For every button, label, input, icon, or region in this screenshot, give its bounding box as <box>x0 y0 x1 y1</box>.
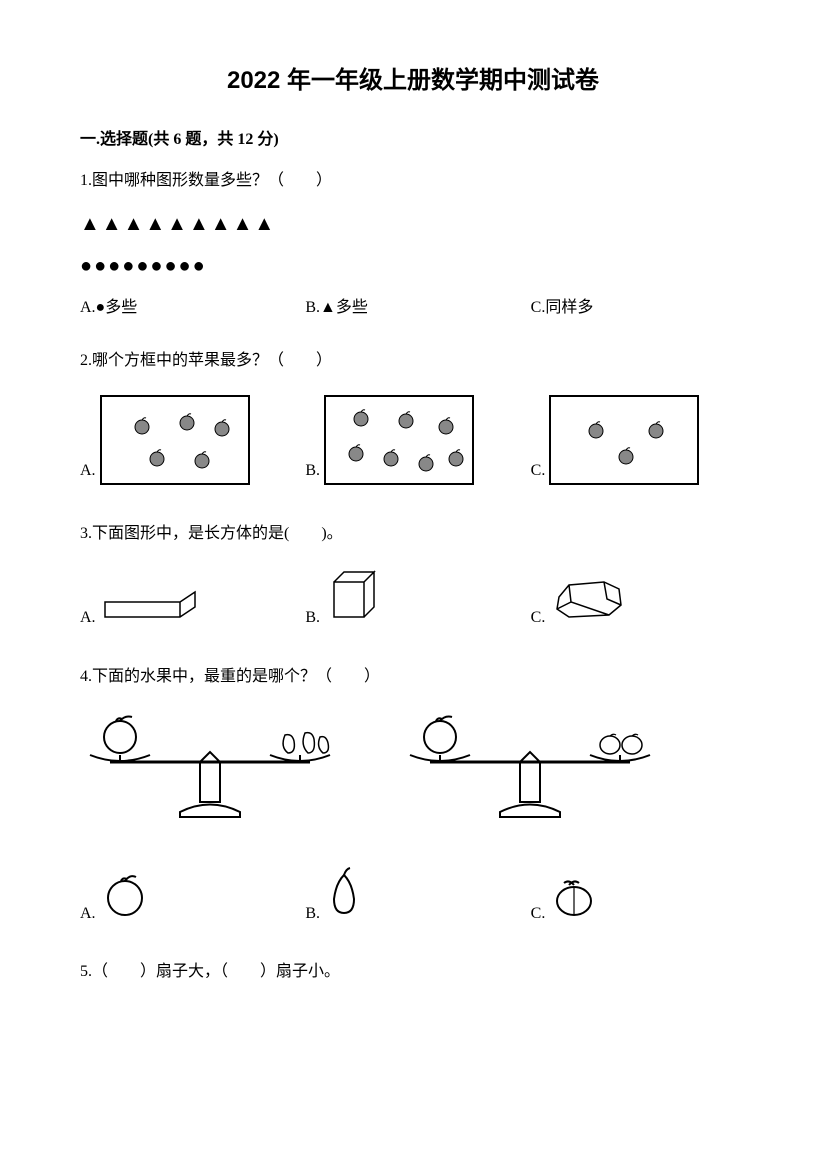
question-5: 5.（ ）扇子大，（ ）扇子小。 <box>80 958 746 987</box>
q1-option-a[interactable]: A.●多些 <box>80 294 295 323</box>
q4-optB-label: B. <box>305 900 320 929</box>
q1-triangles-row: ▲▲▲▲▲▲▲▲▲ <box>80 206 746 242</box>
apple-icon <box>147 447 167 467</box>
question-3: 3.下面图形中，是长方体的是( )。 A. B. C. <box>80 520 746 633</box>
apple-icon <box>446 447 466 467</box>
q3-optA-label: A. <box>80 604 96 633</box>
question-2: 2.哪个方框中的苹果最多？（ ） A. B. <box>80 347 746 486</box>
apple-icon <box>192 449 212 469</box>
q3-optC-label: C. <box>531 604 546 633</box>
question-4: 4.下面的水果中，最重的是哪个？（ ） <box>80 663 746 928</box>
q2-option-b[interactable]: B. <box>305 395 520 485</box>
cube-icon <box>324 567 384 633</box>
hexagonal-prism-icon <box>549 577 629 633</box>
apple-fruit-icon <box>100 868 150 929</box>
section-header: 一.选择题(共 6 题，共 12 分) <box>80 125 746 149</box>
apple-box-a <box>100 395 250 485</box>
q4-option-c[interactable]: C. <box>531 873 746 929</box>
apple-icon <box>346 442 366 462</box>
question-1: 1.图中哪种图形数量多些？（ ） ▲▲▲▲▲▲▲▲▲ ●●●●●●●●● A.●… <box>80 167 746 323</box>
q3-option-a[interactable]: A. <box>80 587 295 633</box>
balance-scale-right <box>400 707 660 838</box>
pear-fruit-icon <box>324 863 364 929</box>
apple-icon <box>586 419 606 439</box>
q3-option-b[interactable]: B. <box>305 567 520 633</box>
flat-cuboid-icon <box>100 587 200 633</box>
q1-circles-row: ●●●●●●●●● <box>80 248 746 284</box>
q1-option-b[interactable]: B.▲多些 <box>305 294 520 323</box>
q4-optC-label: C. <box>531 900 546 929</box>
balance-scale-left <box>80 707 340 838</box>
apple-icon <box>212 417 232 437</box>
q4-option-b[interactable]: B. <box>305 863 520 929</box>
q1-text: 1.图中哪种图形数量多些？（ ） <box>80 167 746 196</box>
q1-optB-label: B.▲多些 <box>305 294 368 323</box>
q5-text: 5.（ ）扇子大，（ ）扇子小。 <box>80 958 746 987</box>
q2-option-c[interactable]: C. <box>531 395 746 485</box>
apple-box-c <box>549 395 699 485</box>
apple-box-b <box>324 395 474 485</box>
apple-icon <box>436 415 456 435</box>
q3-option-c[interactable]: C. <box>531 577 746 633</box>
apple-icon <box>646 419 666 439</box>
q2-optB-label: B. <box>305 457 320 486</box>
q2-text: 2.哪个方框中的苹果最多？（ ） <box>80 347 746 376</box>
q3-text: 3.下面图形中，是长方体的是( )。 <box>80 520 746 549</box>
q1-option-c[interactable]: C.同样多 <box>531 294 746 323</box>
q4-optA-label: A. <box>80 900 96 929</box>
page-title: 2022 年一年级上册数学期中测试卷 <box>80 60 746 95</box>
q2-optA-label: A. <box>80 457 96 486</box>
q3-optB-label: B. <box>305 604 320 633</box>
apple-icon <box>381 447 401 467</box>
q2-option-a[interactable]: A. <box>80 395 295 485</box>
apple-icon <box>416 452 436 472</box>
apple-icon <box>132 415 152 435</box>
peach-fruit-icon <box>549 873 599 929</box>
apple-icon <box>616 445 636 465</box>
apple-icon <box>177 411 197 431</box>
apple-icon <box>396 409 416 429</box>
q4-option-a[interactable]: A. <box>80 868 295 929</box>
q1-optA-label: A.●多些 <box>80 294 137 323</box>
apple-icon <box>351 407 371 427</box>
q4-text: 4.下面的水果中，最重的是哪个？（ ） <box>80 663 746 692</box>
q1-optC-label: C.同样多 <box>531 294 594 323</box>
q2-optC-label: C. <box>531 457 546 486</box>
